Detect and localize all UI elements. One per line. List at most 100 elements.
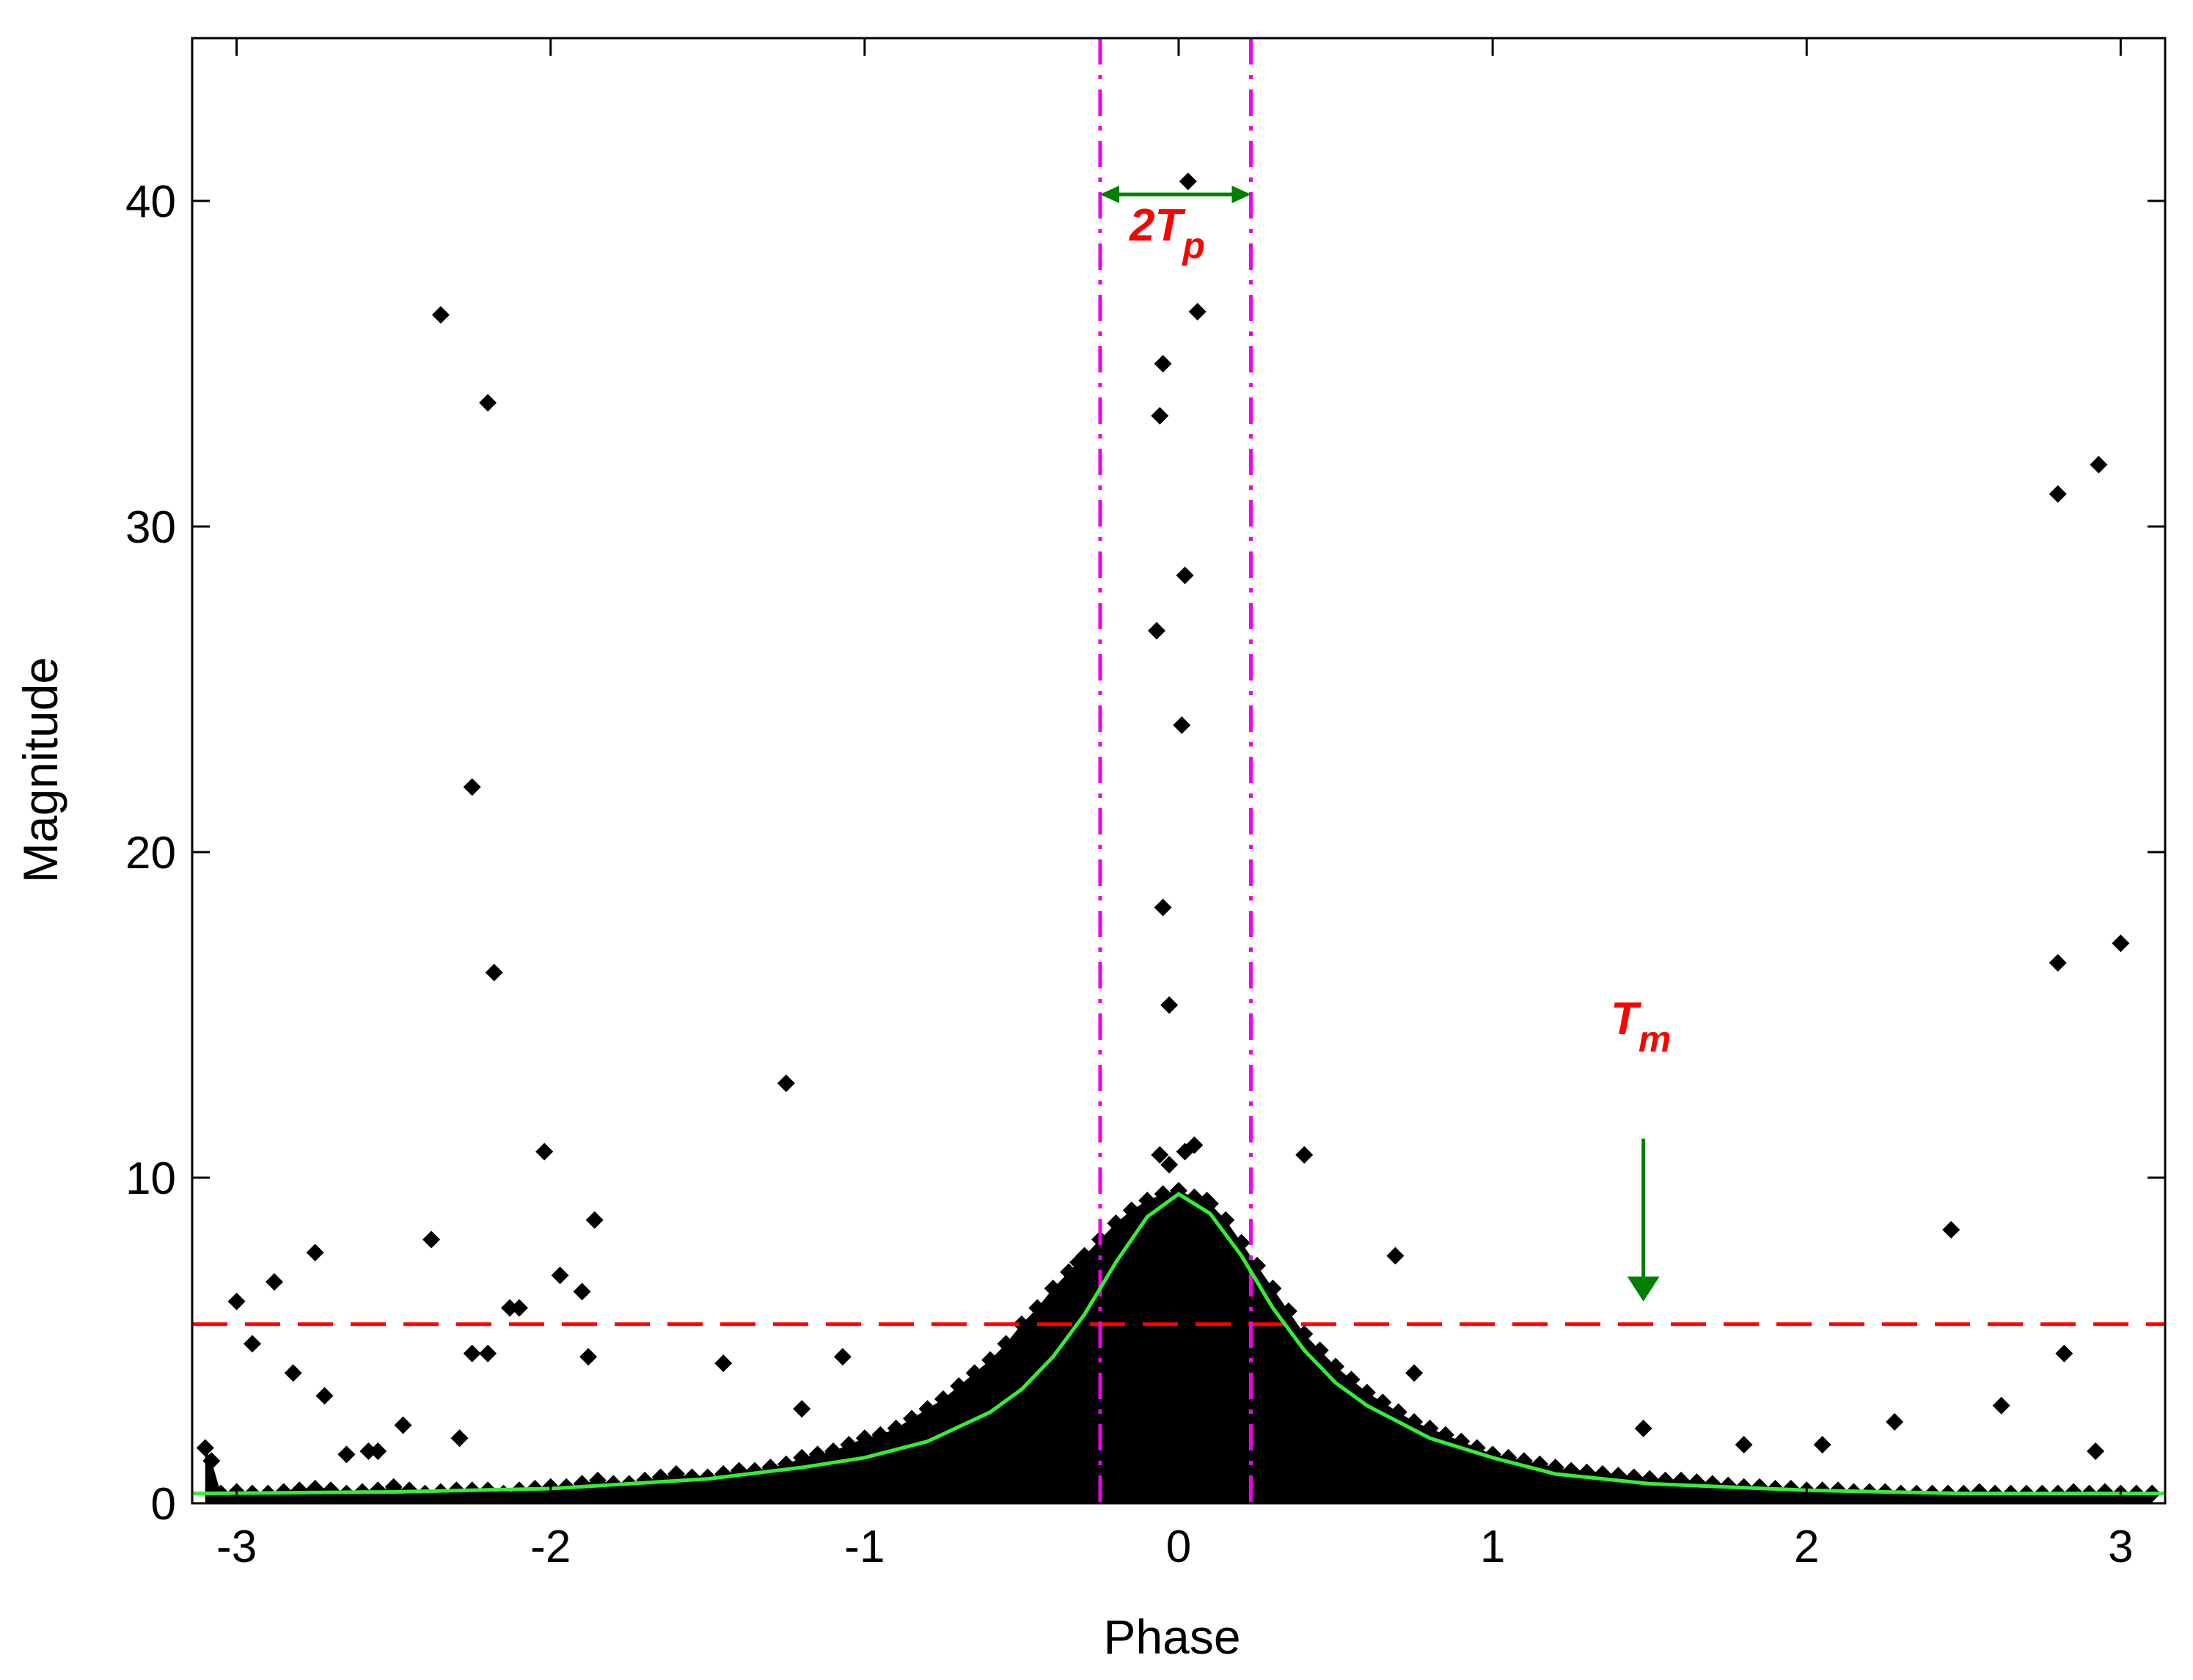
data-point	[1154, 898, 1172, 917]
x-tick-label: -3	[216, 1522, 257, 1572]
fit-curve-layer	[192, 1192, 2165, 1496]
data-point	[1386, 1247, 1405, 1265]
data-point	[918, 1400, 937, 1418]
data-point	[1160, 996, 1179, 1014]
data-point	[202, 1452, 221, 1470]
data-point	[1060, 1263, 1078, 1281]
data-point	[1295, 1145, 1314, 1164]
tm-annotation: Tm	[1611, 994, 1671, 1060]
data-point	[2090, 455, 2108, 474]
data-point	[934, 1390, 952, 1408]
data-point	[196, 1439, 214, 1457]
data-point	[997, 1335, 1015, 1353]
data-point	[394, 1416, 412, 1434]
data-point	[1295, 1325, 1314, 1343]
data-point	[981, 1351, 1000, 1369]
data-point	[290, 1481, 309, 1500]
data-point	[579, 1348, 598, 1366]
data-point	[1154, 1185, 1172, 1203]
data-point	[585, 1211, 604, 1229]
y-tick-label: 10	[125, 1153, 176, 1204]
data-point	[1044, 1279, 1062, 1297]
data-point	[1264, 1279, 1282, 1297]
data-point	[714, 1354, 733, 1373]
fit-curve	[192, 1192, 2165, 1496]
data-point	[244, 1335, 262, 1353]
data-point	[2049, 953, 2067, 972]
y-tick-label: 0	[151, 1479, 176, 1530]
data-point	[1160, 1156, 1179, 1174]
data-point	[1151, 407, 1169, 425]
tm-arrowhead	[1627, 1276, 1660, 1302]
y-tick-label: 20	[125, 828, 176, 878]
data-point	[369, 1442, 387, 1460]
tp-label: 2Tp	[1129, 200, 1205, 266]
data-point	[1279, 1302, 1297, 1321]
data-point	[422, 1230, 441, 1249]
tp-label-main: 2T	[1129, 200, 1186, 251]
data-point	[903, 1409, 921, 1428]
data-point	[887, 1419, 905, 1437]
data-point	[2087, 1442, 2105, 1460]
data-point	[808, 1445, 827, 1464]
data-point	[1173, 716, 1191, 734]
data-point	[1122, 1201, 1141, 1219]
density-fill	[205, 1190, 2153, 1503]
data-point	[227, 1292, 246, 1310]
data-point	[1154, 355, 1172, 373]
data-point	[824, 1442, 843, 1460]
data-point	[1634, 1419, 1652, 1437]
data-point	[284, 1364, 302, 1382]
tm-label-main: T	[1611, 994, 1642, 1044]
data-point	[793, 1400, 811, 1418]
data-point	[2112, 934, 2130, 953]
data-point	[1188, 302, 1207, 320]
x-axis-label: Phase	[1103, 1610, 1240, 1664]
tp-annotation: 2Tp	[1129, 200, 1205, 266]
data-point	[1148, 622, 1166, 640]
x-tick-label: 3	[2108, 1522, 2133, 1572]
data-point	[450, 1429, 469, 1448]
x-tick-label: 2	[1794, 1522, 1819, 1572]
data-point	[463, 778, 481, 796]
data-point	[535, 1142, 554, 1161]
density-area	[205, 1190, 2153, 1503]
data-point	[1942, 1221, 1960, 1239]
data-point	[636, 1471, 654, 1489]
x-tick-label: 0	[1166, 1522, 1191, 1572]
x-tick-label: 1	[1480, 1522, 1505, 1572]
data-point	[322, 1481, 340, 1500]
data-point	[1992, 1396, 2010, 1415]
tp-label-sub: p	[1181, 225, 1205, 266]
data-point	[1179, 172, 1197, 191]
data-point	[1405, 1364, 1424, 1382]
data-point	[1217, 1211, 1235, 1229]
data-point	[1012, 1315, 1030, 1333]
data-point	[1327, 1357, 1345, 1376]
data-point	[1069, 1253, 1087, 1272]
data-point	[1813, 1436, 1831, 1454]
data-point	[501, 1299, 519, 1317]
data-point	[1389, 1403, 1407, 1421]
data-point	[1342, 1371, 1361, 1389]
series-1	[227, 172, 2130, 1464]
data-point	[1176, 566, 1194, 584]
data-point	[479, 1344, 497, 1362]
tm-label-sub: m	[1639, 1019, 1671, 1060]
tp-arrowhead-left	[1099, 186, 1119, 204]
data-point	[337, 1445, 356, 1464]
y-tick-label: 40	[125, 177, 176, 227]
data-point	[1886, 1413, 1904, 1431]
data-point	[1358, 1384, 1376, 1402]
annotations	[1099, 186, 1660, 1302]
data-point	[1248, 1256, 1267, 1274]
data-point	[950, 1377, 968, 1395]
data-point	[2055, 1344, 2073, 1362]
data-point	[306, 1244, 324, 1262]
data-point	[871, 1426, 890, 1444]
data-point	[1028, 1299, 1047, 1317]
data-point	[573, 1283, 591, 1301]
